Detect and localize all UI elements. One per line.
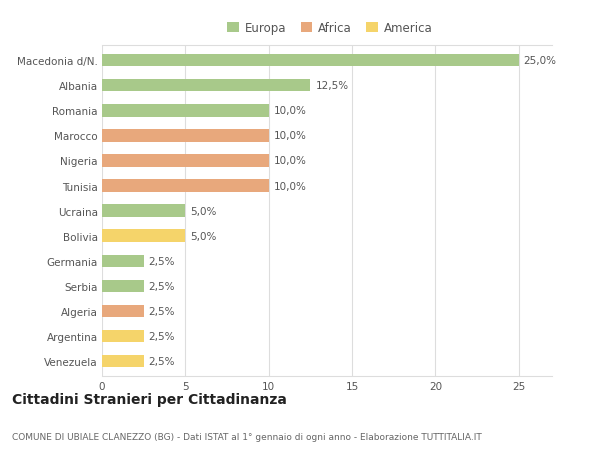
Text: 2,5%: 2,5% [149, 256, 175, 266]
Text: 25,0%: 25,0% [524, 56, 557, 66]
Bar [102, 255, 143, 268]
Bar [102, 55, 518, 67]
Text: 2,5%: 2,5% [149, 356, 175, 366]
Text: 2,5%: 2,5% [149, 331, 175, 341]
Bar [102, 180, 269, 192]
Bar [102, 105, 269, 117]
Bar [102, 330, 143, 342]
Bar [102, 280, 143, 292]
Text: Cittadini Stranieri per Cittadinanza: Cittadini Stranieri per Cittadinanza [12, 392, 287, 406]
Bar [102, 130, 269, 142]
Text: COMUNE DI UBIALE CLANEZZO (BG) - Dati ISTAT al 1° gennaio di ogni anno - Elabora: COMUNE DI UBIALE CLANEZZO (BG) - Dati IS… [12, 431, 482, 441]
Bar [102, 355, 143, 368]
Text: 5,0%: 5,0% [190, 231, 217, 241]
Bar [102, 80, 310, 92]
Text: 12,5%: 12,5% [316, 81, 349, 91]
Legend: Europa, Africa, America: Europa, Africa, America [225, 20, 435, 37]
Text: 10,0%: 10,0% [274, 156, 307, 166]
Text: 10,0%: 10,0% [274, 131, 307, 141]
Bar [102, 205, 185, 218]
Text: 2,5%: 2,5% [149, 281, 175, 291]
Bar [102, 305, 143, 318]
Bar [102, 155, 269, 168]
Text: 10,0%: 10,0% [274, 106, 307, 116]
Bar [102, 230, 185, 242]
Text: 5,0%: 5,0% [190, 206, 217, 216]
Text: 10,0%: 10,0% [274, 181, 307, 191]
Text: 2,5%: 2,5% [149, 306, 175, 316]
